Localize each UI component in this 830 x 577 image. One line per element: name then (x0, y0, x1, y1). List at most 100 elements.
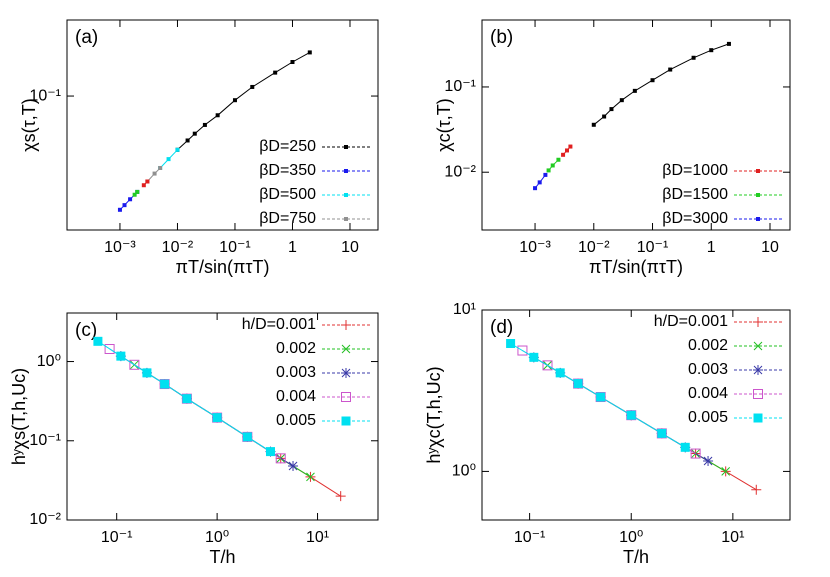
data-point (135, 189, 140, 194)
data-point (668, 67, 673, 72)
plot-frame (66, 19, 379, 231)
data-point (709, 48, 714, 53)
legend-label: 0.004 (276, 388, 316, 405)
data-point (529, 352, 539, 362)
panel-label: (c) (75, 320, 97, 341)
data-point (182, 394, 192, 404)
legend-label: βD=1000 (662, 162, 728, 179)
legend-label: 0.004 (688, 385, 728, 402)
legend-marker (341, 344, 351, 354)
data-point (602, 114, 607, 119)
data-point (202, 122, 207, 127)
panel-label: (d) (490, 317, 513, 338)
y-tick-label: 10⁻¹ (29, 432, 61, 449)
data-point (185, 138, 190, 143)
data-point (158, 165, 163, 170)
data-point (232, 98, 237, 103)
legend-marker (344, 169, 348, 173)
series-line (593, 43, 730, 126)
y-axis-label: hʸχs(T,h,Uc) (9, 368, 29, 465)
data-point (619, 98, 624, 103)
legend-marker (756, 193, 760, 197)
legend-marker (341, 368, 351, 378)
data-point (542, 360, 553, 371)
data-point (215, 113, 220, 118)
y-tick-label: 10¹ (453, 301, 476, 318)
data-point (141, 183, 146, 188)
legend-label: 0.003 (276, 364, 316, 381)
legend-marker (753, 389, 763, 399)
legend-marker (753, 413, 763, 423)
data-point (265, 447, 275, 457)
y-axis-label: hʸχc(T,h,Uc) (424, 366, 444, 463)
data-point (242, 432, 252, 442)
x-axis-label: πT/sin(πτT) (176, 257, 270, 277)
data-point (609, 107, 614, 112)
x-tick-label: 1 (288, 239, 297, 256)
data-point (533, 186, 538, 191)
legend-marker (344, 145, 348, 149)
y-tick-label: 10⁻² (444, 163, 476, 180)
data-point (690, 448, 701, 459)
data-point (726, 41, 731, 46)
data-point (166, 157, 171, 162)
data-point (550, 163, 555, 168)
data-point (565, 148, 570, 153)
legend-marker (341, 320, 351, 330)
data-point (703, 456, 714, 467)
legend-label: h/D=0.001 (654, 313, 728, 330)
x-tick-label: 10⁰ (619, 529, 643, 546)
x-tick-label: 10⁻¹ (101, 529, 133, 546)
data-point (751, 484, 762, 495)
legend-marker (341, 416, 351, 426)
data-point (335, 491, 346, 502)
x-tick-label: 10¹ (721, 529, 744, 546)
x-tick-label: 10 (341, 239, 359, 256)
x-axis-label: πT/sin(πτT) (589, 257, 683, 277)
y-axis-label: χc(τ,T) (434, 98, 454, 152)
x-tick-label: 10⁻³ (104, 239, 136, 256)
data-point (568, 144, 573, 149)
legend-label: βD=3000 (662, 210, 728, 227)
x-tick-label: 1 (707, 239, 716, 256)
data-point (591, 122, 596, 127)
data-point (555, 368, 565, 378)
legend-marker (341, 392, 351, 402)
x-tick-label: 10⁻² (162, 239, 194, 256)
x-tick-label: 10 (761, 239, 779, 256)
data-point (132, 192, 137, 197)
data-point (657, 428, 667, 438)
legend-label: βD=750 (259, 210, 316, 227)
data-point (104, 344, 115, 355)
y-tick-label: 10⁻¹ (444, 78, 476, 95)
data-point (288, 461, 299, 472)
data-point (145, 179, 150, 184)
data-point (175, 147, 180, 152)
legend-marker (344, 217, 348, 221)
x-tick-label: 10⁻² (578, 239, 610, 256)
data-point (160, 379, 170, 389)
x-axis-label: T/h (623, 547, 649, 567)
x-tick-label: 10⁻¹ (219, 239, 251, 256)
legend-label: 0.005 (276, 412, 316, 429)
data-point (192, 131, 197, 136)
data-point (273, 70, 278, 75)
legend-marker (756, 217, 760, 221)
y-axis-label: χs(τ,T) (19, 98, 39, 152)
data-point (626, 410, 636, 420)
legend-marker (753, 317, 763, 327)
legend-marker (756, 169, 760, 173)
legend-label: 0.002 (276, 340, 316, 357)
panel-label: (a) (75, 27, 98, 48)
legend-marker (753, 365, 763, 375)
x-tick-label: 10⁻³ (519, 239, 551, 256)
legend-marker (344, 193, 348, 197)
data-point (122, 203, 127, 208)
data-point (506, 339, 516, 349)
x-tick-label: 10⁰ (205, 529, 229, 546)
legend-label: 0.003 (688, 361, 728, 378)
data-point (561, 152, 566, 157)
data-point (650, 78, 655, 83)
data-point (573, 379, 583, 389)
